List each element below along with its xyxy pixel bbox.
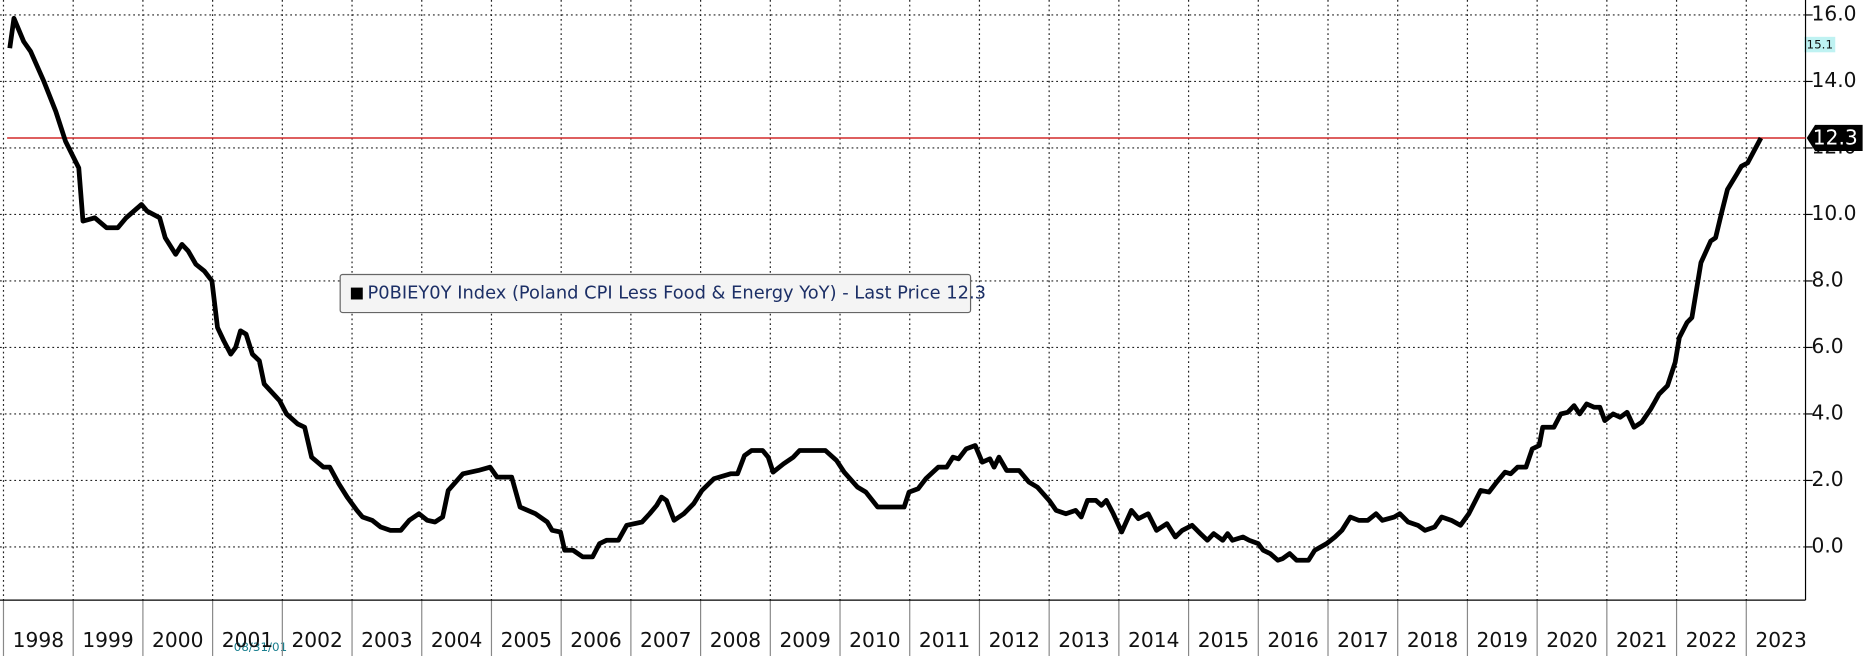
x-tick-label: 2011 (919, 628, 970, 652)
x-tick-label: 2005 (501, 628, 552, 652)
y-tick-label: 6.0 (1811, 334, 1843, 358)
legend-label: P0BIEY0Y Index (Poland CPI Less Food & E… (368, 283, 987, 304)
last-price-label: 12.3 (1813, 126, 1858, 150)
y-tick-label: 8.0 (1811, 267, 1843, 291)
data-line (7, 15, 1764, 563)
x-tick-label: 2012 (989, 628, 1040, 652)
x-tick-label: 2010 (849, 628, 900, 652)
legend: P0BIEY0Y Index (Poland CPI Less Food & E… (339, 273, 987, 314)
x-tick-label: 2019 (1477, 628, 1528, 652)
y-tick-label: 2.0 (1811, 467, 1843, 491)
y-tick-label: 0.0 (1811, 533, 1843, 557)
x-tick-label: 2015 (1198, 628, 1249, 652)
x-tick-label: 2020 (1546, 628, 1597, 652)
x-tick-label: 2016 (1267, 628, 1318, 652)
x-tick-label: 2007 (640, 628, 691, 652)
legend-box (339, 273, 972, 314)
y-tick-label: 4.0 (1811, 400, 1843, 424)
x-tick-label: 2003 (361, 628, 412, 652)
legend-swatch (350, 287, 363, 300)
x-tick-label: 2014 (1128, 628, 1179, 652)
y-tick-label: 16.0 (1811, 1, 1856, 25)
x-tick-label: 2017 (1337, 628, 1388, 652)
x-tick-label: 2000 (152, 628, 203, 652)
high-label: 15.1 (1807, 38, 1833, 52)
x-tick-label: 1998 (13, 628, 64, 652)
x-tick-label: 2013 (1058, 628, 1109, 652)
x-tick-label: 2023 (1755, 628, 1806, 652)
high-label-box (1804, 36, 1836, 53)
y-tick-label: 14.0 (1811, 68, 1856, 92)
x-tick-label: 2006 (570, 628, 621, 652)
x-tick-label: 2018 (1407, 628, 1458, 652)
x-tick-label: 2009 (779, 628, 830, 652)
x-tick-label: 2001 (222, 628, 273, 652)
x-tick-label: 1999 (82, 628, 133, 652)
date-annotation: 08/31/01 (234, 640, 287, 654)
last-price-tag (1806, 124, 1863, 152)
x-tick-label: 2021 (1616, 628, 1667, 652)
x-tick-label: 2008 (710, 628, 761, 652)
y-tick-label: 10.0 (1811, 201, 1856, 225)
x-tick-label: 2004 (431, 628, 482, 652)
x-tick-label: 2002 (291, 628, 342, 652)
x-tick-label: 2022 (1686, 628, 1737, 652)
